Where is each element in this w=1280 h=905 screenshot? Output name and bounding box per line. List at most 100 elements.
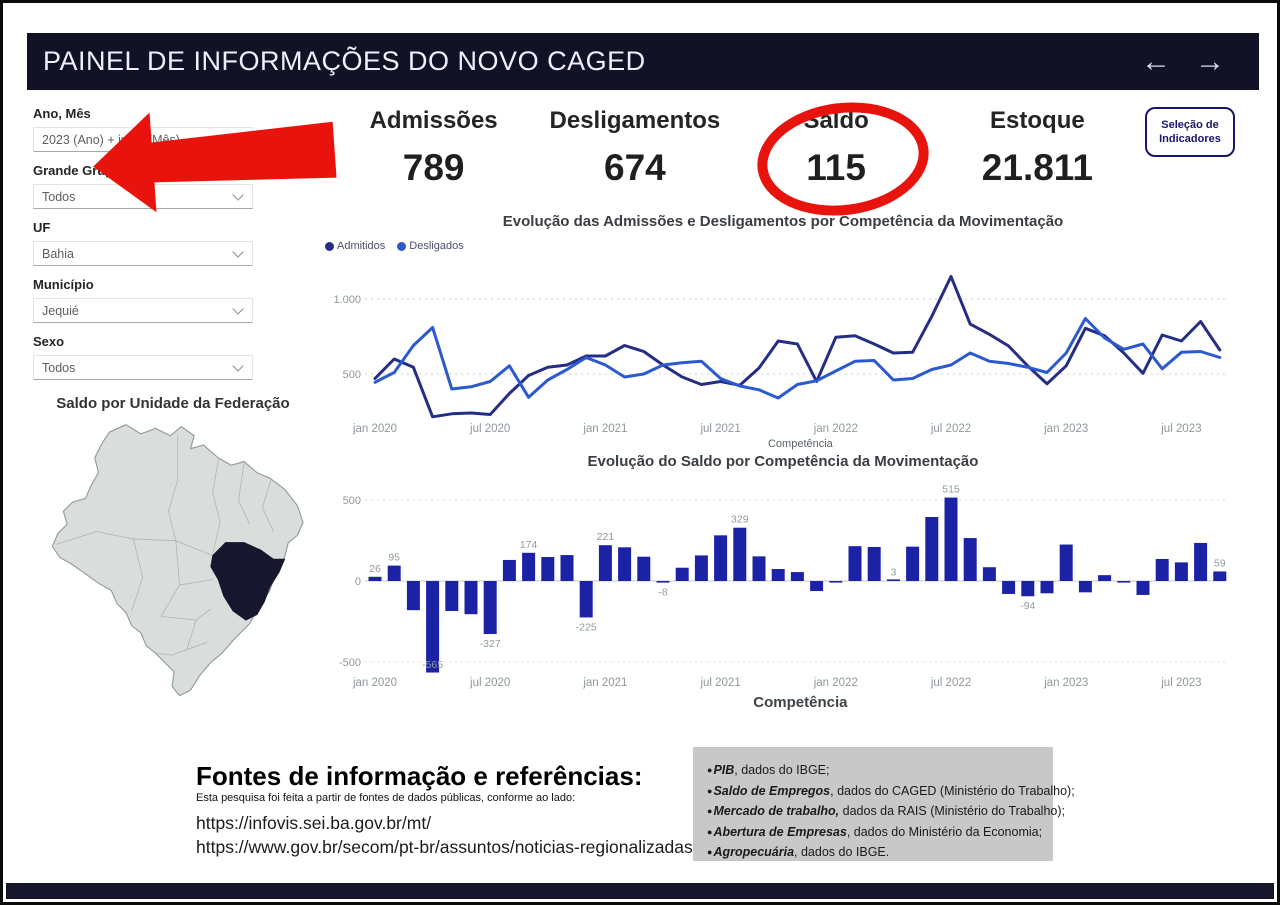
bar-chart[interactable]: 500 0 -500 26 95 -565 -327 174 -225 221 -8 329 3 515 -… (323, 480, 1243, 716)
svg-text:-8: -8 (658, 586, 667, 598)
svg-text:515: 515 (942, 484, 960, 496)
arrow-left-icon[interactable]: ← (1141, 44, 1171, 78)
sources-links: https://infovis.sei.ba.gov.br/mt/ https:… (196, 811, 745, 859)
svg-text:jul 2020: jul 2020 (469, 677, 510, 689)
filter-group-uf: UF Bahia (33, 220, 253, 266)
kpi-desligamentos: Desligamentos 674 (534, 107, 735, 189)
svg-text:329: 329 (731, 514, 749, 526)
svg-text:jul 2023: jul 2023 (1160, 423, 1201, 435)
svg-text:jan 2022: jan 2022 (813, 677, 858, 689)
source-link-1: https://infovis.sei.ba.gov.br/mt/ (196, 813, 432, 833)
kpi-admissoes: Admissões 789 (333, 107, 534, 189)
kpi-admissoes-label: Admissões (369, 107, 498, 134)
svg-text:jan 2021: jan 2021 (582, 423, 627, 435)
bullet-icon: ● (707, 826, 713, 837)
svg-text:500: 500 (343, 495, 361, 507)
filter-label-ano-mes: Ano, Mês (33, 106, 91, 121)
svg-text:-327: -327 (480, 638, 501, 650)
bullet-icon: ● (707, 806, 713, 816)
legend-label-desligados: Desligados (409, 240, 464, 252)
reference-item-pib: ●PIB, dados do IBGE; (707, 763, 830, 777)
legend-label-admitidos: Admitidos (337, 240, 386, 252)
filter-value-uf: Bahia (42, 246, 74, 261)
svg-text:jul 2020: jul 2020 (469, 423, 510, 435)
svg-text:221: 221 (597, 531, 615, 543)
svg-text:0: 0 (355, 576, 361, 588)
indicator-selection-line1: Seleção de (1161, 119, 1219, 131)
chevron-down-icon (232, 302, 244, 315)
filter-value-sexo: Todos (42, 360, 76, 375)
svg-text:-500: -500 (339, 657, 361, 669)
bullet-icon: ● (707, 765, 713, 775)
desligados-dot-icon (397, 241, 407, 251)
line-chart-legend: Admitidos Desligados (325, 240, 464, 252)
kpi-saldo-label: Saldo (803, 107, 869, 134)
line-chart-title: Evolução das Admissões e Desligamentos p… (502, 213, 1064, 230)
svg-text:jan 2021: jan 2021 (582, 677, 627, 689)
sources-title: Fontes de informação e referências: (196, 761, 643, 791)
reference-item-mercado-trabalho: ●Mercado de trabalho, dados da RAIS (Min… (707, 804, 1065, 818)
filter-dropdown-uf[interactable]: Bahia (33, 241, 253, 266)
indicator-selection-button[interactable]: Seleção de Indicadores (1145, 107, 1235, 157)
svg-text:jul 2021: jul 2021 (699, 423, 740, 435)
admitidos-dot-icon (325, 241, 334, 251)
svg-text:jul 2022: jul 2022 (930, 677, 971, 689)
filter-group-sexo: Sexo Todos (33, 334, 253, 380)
reference-item-saldo-empregos: ●Saldo de Empregos, dados do CAGED (Mini… (707, 783, 1075, 798)
kpi-saldo-value: 115 (806, 147, 866, 188)
svg-text:jul 2021: jul 2021 (699, 677, 740, 689)
line-chart[interactable]: 1.000 500 jan 2020 jul 2020 jan 2021 jul 2021… (323, 256, 1243, 454)
chevron-down-icon (232, 359, 244, 372)
references-box: ●PIB, dados do IBGE; ●Saldo de Empregos,… (693, 747, 1075, 861)
svg-text:jan 2020: jan 2020 (352, 677, 397, 689)
filter-dropdown-sexo[interactable]: Todos (33, 355, 253, 380)
legend-item-desligados[interactable]: Desligados (397, 240, 464, 252)
svg-text:jul 2022: jul 2022 (930, 423, 971, 435)
kpi-estoque: Estoque 21.811 (937, 107, 1138, 189)
svg-text:174: 174 (520, 539, 538, 551)
svg-text:59: 59 (1214, 557, 1226, 569)
bullet-icon: ● (707, 847, 713, 857)
filter-group-municipio: Município Jequié (33, 277, 253, 323)
red-annotation-arrow (93, 112, 337, 213)
bullet-icon: ● (707, 785, 713, 796)
svg-text:Competência: Competência (768, 438, 834, 450)
footer-bar (6, 883, 1274, 899)
svg-text:95: 95 (388, 552, 400, 564)
sources-subtitle: Esta pesquisa foi feita a partir de font… (196, 792, 576, 804)
source-link-2: https://www.gov.br/secom/pt-br/assuntos/… (196, 837, 746, 857)
kpi-desligamentos-value: 674 (604, 147, 666, 188)
kpi-estoque-value: 21.811 (981, 147, 1093, 188)
indicator-selection-line2: Indicadores (1159, 133, 1221, 145)
bar-chart-title: Evolução do Saldo por Competência da Mov… (587, 453, 979, 470)
svg-text:3: 3 (890, 567, 896, 579)
filter-label-uf: UF (33, 220, 51, 235)
brazil-map-svg (51, 424, 304, 697)
legend-item-admitidos[interactable]: Admitidos (325, 240, 385, 252)
filter-value-grande-grupamento: Todos (42, 189, 76, 204)
svg-text:-94: -94 (1020, 600, 1035, 612)
svg-text:500: 500 (343, 369, 361, 381)
kpi-desligamentos-label: Desligamentos (549, 107, 721, 134)
svg-text:jan 2020: jan 2020 (352, 423, 397, 435)
chevron-down-icon (232, 245, 244, 258)
svg-text:-565: -565 (422, 659, 443, 671)
svg-text:1.000: 1.000 (333, 294, 361, 306)
map-title: Saldo por Unidade da Federação (56, 395, 290, 412)
filter-dropdown-municipio[interactable]: Jequié (33, 298, 253, 323)
svg-text:jan 2023: jan 2023 (1043, 677, 1088, 689)
state-borders (55, 435, 274, 656)
bahia-state[interactable] (210, 542, 286, 621)
svg-text:Competência: Competência (753, 694, 848, 711)
brazil-map[interactable] (28, 421, 320, 703)
kpi-estoque-label: Estoque (990, 107, 1085, 134)
kpi-row: Admissões 789 Desligamentos 674 Saldo 11… (333, 107, 1138, 189)
header: PAINEL DE INFORMAÇÕES DO NOVO CAGED ← → (27, 33, 1259, 90)
arrow-right-icon[interactable]: → (1195, 44, 1225, 78)
page-navigation: ← → (1141, 44, 1259, 78)
svg-text:26: 26 (369, 563, 381, 575)
kpi-admissoes-value: 789 (402, 147, 465, 188)
filter-value-municipio: Jequié (42, 303, 79, 318)
svg-text:jan 2022: jan 2022 (813, 423, 858, 435)
